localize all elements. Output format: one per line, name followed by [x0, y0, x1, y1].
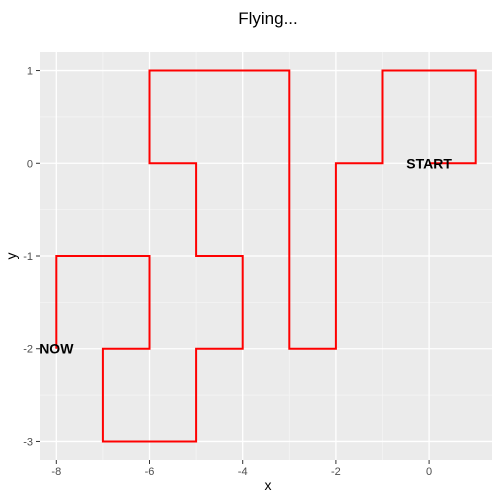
x-tick-label: -8	[51, 466, 61, 478]
y-tick-label: 1	[27, 66, 33, 78]
chart-title: Flying...	[238, 9, 298, 28]
x-axis-label: x	[265, 477, 272, 493]
x-tick-label: -2	[331, 466, 341, 478]
annotation-start: START	[406, 155, 452, 171]
flight-path-line	[55, 69, 477, 443]
y-tick-label: 0	[27, 158, 33, 170]
y-axis-label: y	[3, 253, 19, 260]
annotation-now: NOW	[39, 341, 74, 357]
x-tick-label: -6	[145, 466, 155, 478]
y-tick-label: -2	[23, 344, 33, 356]
y-tick-label: -3	[23, 436, 33, 448]
x-tick-label: -4	[238, 466, 248, 478]
y-tick-label: -1	[23, 251, 33, 263]
x-tick-label: 0	[426, 466, 432, 478]
